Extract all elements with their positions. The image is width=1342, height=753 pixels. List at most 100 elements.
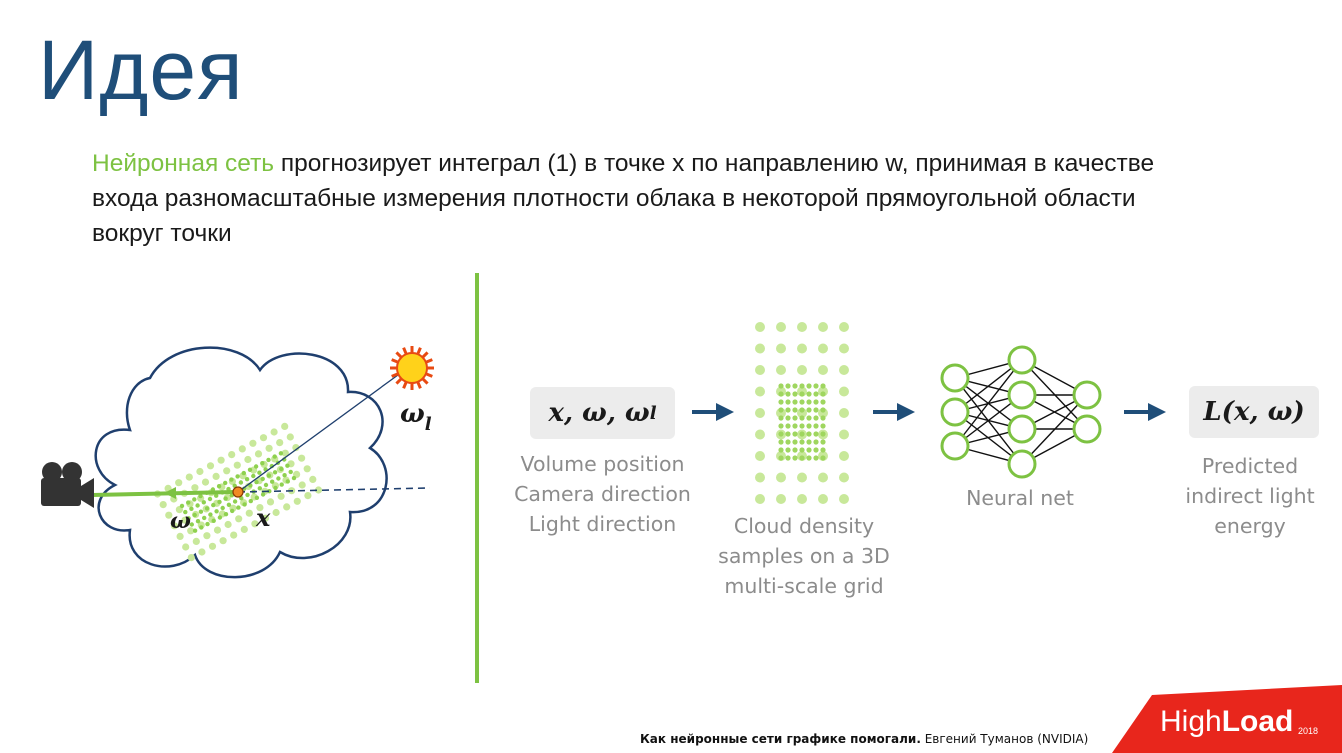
highload-logo-text: HighLoad (1160, 705, 1294, 738)
grid-dot (820, 391, 826, 397)
grid-dot (818, 322, 828, 332)
grid-dot (785, 391, 791, 397)
sample-dot (195, 519, 201, 524)
grid-dot (799, 415, 805, 421)
grid-dot (792, 431, 798, 437)
grid-caption: Cloud density samples on a 3D multi-scal… (718, 514, 890, 598)
grid-dot (839, 494, 849, 504)
sample-dot (187, 554, 195, 562)
sample-dot (244, 477, 250, 482)
sample-dot (176, 532, 184, 540)
sample-dot (186, 500, 191, 505)
view-ray-arrowhead (164, 487, 176, 499)
sample-dot (309, 475, 317, 483)
grid-dot (806, 439, 812, 445)
nn-node (940, 431, 970, 461)
sample-dot (245, 509, 253, 517)
grid-dot (776, 365, 786, 375)
grid-dot (839, 322, 849, 332)
grid-dot (778, 455, 784, 461)
sample-dot (214, 493, 219, 498)
sample-dot (189, 522, 194, 527)
sample-dot (211, 502, 216, 508)
grid-dot (778, 431, 784, 437)
grid-dot (813, 423, 819, 429)
grid-dot (755, 429, 765, 440)
sample-dot (230, 508, 235, 514)
sample-dot (259, 434, 268, 442)
sample-dot (298, 454, 306, 462)
grid-dot (785, 455, 791, 461)
grid-dot (785, 439, 791, 445)
sample-dot (238, 480, 244, 485)
grid-dot (792, 407, 798, 413)
view-ray (91, 490, 236, 497)
grid-dot (792, 455, 798, 461)
grid-dot (799, 423, 805, 429)
sample-dot (198, 548, 206, 556)
sample-dot (260, 492, 266, 497)
sample-dot (217, 499, 222, 505)
description-text: прогнозирует интеграл (1) в точке x по н… (92, 150, 1155, 247)
grid-dot (820, 399, 826, 405)
sample-dot (285, 463, 290, 468)
sample-dot (283, 503, 291, 511)
grid-dot (778, 447, 784, 453)
grid-dot (799, 399, 805, 405)
sample-dot (189, 506, 194, 511)
sample-dot (175, 479, 183, 487)
sample-dot (202, 515, 207, 521)
sample-dot (247, 467, 253, 472)
sample-dot (236, 505, 241, 510)
nn-node (1007, 345, 1037, 375)
grid-dot (820, 407, 826, 413)
input-caption: Volume position Camera direction Light d… (514, 452, 691, 536)
sample-dot (288, 469, 293, 475)
grid-dot (792, 439, 798, 445)
nn-node (1072, 414, 1102, 444)
sample-dot (211, 518, 216, 523)
sample-dot (223, 496, 228, 501)
grid-dot (785, 415, 791, 421)
grid-dot (806, 415, 812, 421)
grid-dot (755, 472, 765, 483)
sample-dot (230, 531, 238, 539)
grid-dot (820, 383, 826, 389)
grid-dot (799, 431, 805, 437)
sample-dot (256, 504, 264, 512)
output-box: L(x, ω) (1189, 386, 1319, 438)
grid-dot (818, 472, 828, 483)
sample-dot (244, 455, 252, 464)
sample-dot (214, 509, 219, 514)
sample-dot (187, 527, 195, 535)
grid-dot (820, 415, 826, 421)
sample-dot (286, 433, 294, 441)
grid-dot (778, 415, 784, 421)
sample-dot (205, 521, 210, 527)
grid-dot (813, 383, 819, 389)
grid-dot (839, 408, 849, 418)
sample-dot (238, 445, 246, 453)
sample-dot (253, 464, 259, 469)
sample-dot (241, 470, 246, 476)
grid-dot (806, 455, 812, 461)
output-caption: Predicted indirect light energy (1185, 454, 1315, 538)
sample-dot (260, 476, 265, 482)
sample-dots (153, 422, 323, 562)
sample-dot (195, 503, 200, 508)
sample-dot (235, 515, 243, 523)
grid-dot (820, 455, 826, 461)
label-omega: ω (170, 508, 191, 534)
sample-dot (159, 501, 167, 509)
sample-dot (170, 522, 178, 530)
camera-icon (41, 462, 94, 508)
arrow-right-icon (692, 403, 734, 421)
grid-dot (806, 399, 812, 405)
grid-dot (785, 383, 791, 389)
nn-caption: Neural net (966, 486, 1074, 510)
arrow-right-icon (873, 403, 915, 421)
grid-dot (839, 343, 849, 354)
sample-dot (165, 511, 173, 519)
sample-dot (217, 515, 223, 520)
grid-dot (755, 451, 765, 461)
